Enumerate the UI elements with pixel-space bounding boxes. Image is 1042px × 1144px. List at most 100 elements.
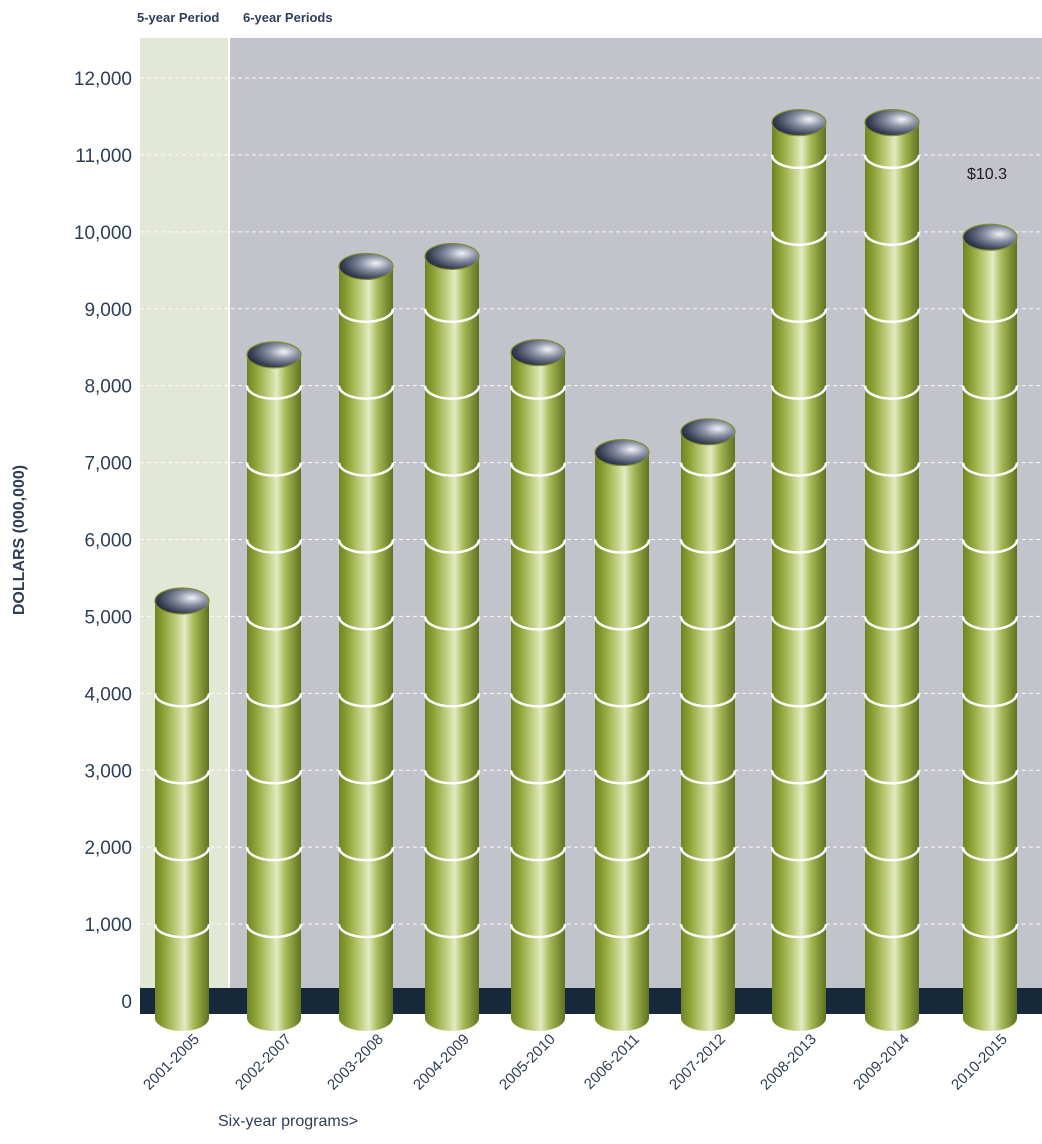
bar-ring: [153, 693, 211, 708]
y-tick-label: 4,000: [84, 684, 132, 705]
bar-ring: [337, 539, 395, 554]
x-tick-label: 2007-2012: [666, 1031, 729, 1094]
bar-ring: [423, 693, 481, 708]
bar-ring: [337, 847, 395, 862]
bar-ring: [509, 616, 567, 631]
y-tick-label: 7,000: [84, 454, 132, 475]
bar-ring: [509, 539, 567, 554]
bar-ring: [770, 847, 828, 862]
x-tick-label: 2005-2010: [496, 1031, 559, 1094]
bar-ring: [423, 616, 481, 631]
bar-ring: [961, 616, 1019, 631]
y-axis-title: DOLLARS (000,000): [11, 465, 28, 615]
bar-ring: [245, 923, 303, 939]
bar-ring: [863, 462, 921, 477]
y-tick-label: 1,000: [84, 915, 132, 936]
bar-ring: [593, 539, 651, 554]
bar-ring: [961, 308, 1019, 323]
bar-ring: [679, 462, 737, 477]
bar-ring: [245, 462, 303, 477]
bar-top: [594, 438, 650, 467]
bar-ring: [961, 462, 1019, 477]
y-tick-labels-layer: 0 1,000 2,000 3,000 4,000 5,000 6,000 7,000 8,00…: [74, 69, 132, 1013]
bar-ring: [153, 847, 211, 862]
bar-ring: [863, 847, 921, 862]
bar-ring: [679, 923, 737, 939]
bar-ring: [770, 770, 828, 785]
bar-ring: [423, 923, 481, 939]
bar-body: [595, 452, 649, 1031]
bar: [337, 252, 395, 1032]
bar-ring: [337, 770, 395, 785]
bar-ring: [770, 693, 828, 708]
bar-top: [246, 341, 302, 369]
bar-ring: [593, 923, 651, 939]
bar-top: [864, 109, 920, 137]
bar-ring: [423, 770, 481, 785]
bar: [245, 341, 303, 1031]
x-axis-title: Six-year programs>: [218, 1113, 358, 1130]
bar-ring: [337, 616, 395, 631]
five-year-period-label: 5-year Period: [137, 10, 219, 25]
bar-ring: [423, 539, 481, 554]
bar-ring: [593, 770, 651, 785]
y-tick-label: 8,000: [84, 377, 132, 398]
bar-ring: [245, 616, 303, 631]
bar-ring: [863, 308, 921, 323]
bar-ring: [423, 385, 481, 400]
bar-top: [771, 109, 827, 137]
bar: [509, 338, 567, 1031]
bar-ring: [245, 770, 303, 785]
bar-ring: [245, 693, 303, 708]
bar-ring: [509, 770, 567, 785]
bar-ring: [770, 923, 828, 939]
x-tick-labels-layer: 2001-2005 2002-2007 2003-2008 2004-2009 2005…: [140, 1031, 1011, 1094]
bar: [863, 109, 921, 1031]
six-year-periods-label: 6-year Periods: [243, 10, 333, 25]
x-tick-label: 2004-2009: [410, 1031, 473, 1094]
bar-ring: [961, 539, 1019, 554]
bar-ring: [337, 385, 395, 400]
bar-ring: [679, 539, 737, 554]
bar-body: [339, 266, 393, 1032]
bar-ring: [337, 693, 395, 708]
bar: [679, 418, 737, 1032]
y-tick-label: 6,000: [84, 531, 132, 552]
bar-ring: [245, 539, 303, 554]
bar-ring: [770, 539, 828, 554]
y-tick-label: 2,000: [84, 838, 132, 859]
bar-top: [962, 223, 1018, 251]
x-tick-label: 2008-2013: [757, 1031, 820, 1094]
bar-ring: [245, 847, 303, 862]
bar-ring: [863, 923, 921, 939]
bar-ring: [509, 385, 567, 400]
bar-ring: [337, 308, 395, 323]
bar-ring: [337, 923, 395, 939]
bar-top: [154, 587, 210, 615]
x-tick-label: 2001-2005: [140, 1031, 203, 1094]
x-tick-label: 2010-2015: [948, 1031, 1011, 1094]
bar-ring: [593, 693, 651, 708]
value-annotation: $10.3: [967, 166, 1007, 183]
x-tick-label: 2002-2007: [232, 1031, 295, 1094]
bar-ring: [961, 770, 1019, 785]
bar-body: [772, 122, 826, 1031]
bar-ring: [593, 847, 651, 862]
bar-body: [681, 431, 735, 1032]
bar-ring: [770, 385, 828, 400]
bar-ring: [770, 231, 828, 247]
bar: [153, 587, 211, 1031]
y-tick-label: 9,000: [84, 300, 132, 321]
bar-ring: [863, 770, 921, 785]
bar-ring: [509, 693, 567, 708]
y-tick-label: 0: [121, 992, 132, 1013]
bar-top: [338, 252, 394, 281]
bar-ring: [863, 616, 921, 631]
bar-ring: [679, 693, 737, 708]
bar-ring: [770, 616, 828, 631]
bar-ring: [770, 462, 828, 477]
y-tick-label: 10,000: [74, 223, 132, 244]
y-tick-label: 11,000: [75, 146, 132, 167]
bar-ring: [423, 847, 481, 862]
